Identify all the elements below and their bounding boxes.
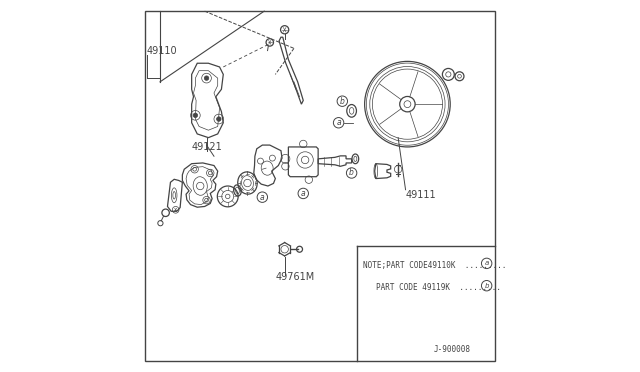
Text: 49761M: 49761M xyxy=(275,272,315,282)
Text: 49111: 49111 xyxy=(406,190,436,200)
Text: b: b xyxy=(349,169,354,177)
Text: NOTE;PART CODE49110K  .........: NOTE;PART CODE49110K ......... xyxy=(363,261,506,270)
Text: a: a xyxy=(484,260,489,266)
Text: a: a xyxy=(301,189,305,198)
Circle shape xyxy=(216,117,221,121)
Text: PART CODE 49119K  .........: PART CODE 49119K ......... xyxy=(376,283,500,292)
Text: b: b xyxy=(340,97,345,106)
Text: 49110: 49110 xyxy=(147,46,178,56)
Text: b: b xyxy=(484,283,489,289)
Text: J-900008: J-900008 xyxy=(434,344,470,353)
Circle shape xyxy=(193,113,198,118)
Text: a: a xyxy=(336,118,341,127)
Circle shape xyxy=(204,76,209,80)
Text: a: a xyxy=(260,193,265,202)
Text: 49121: 49121 xyxy=(191,142,222,152)
